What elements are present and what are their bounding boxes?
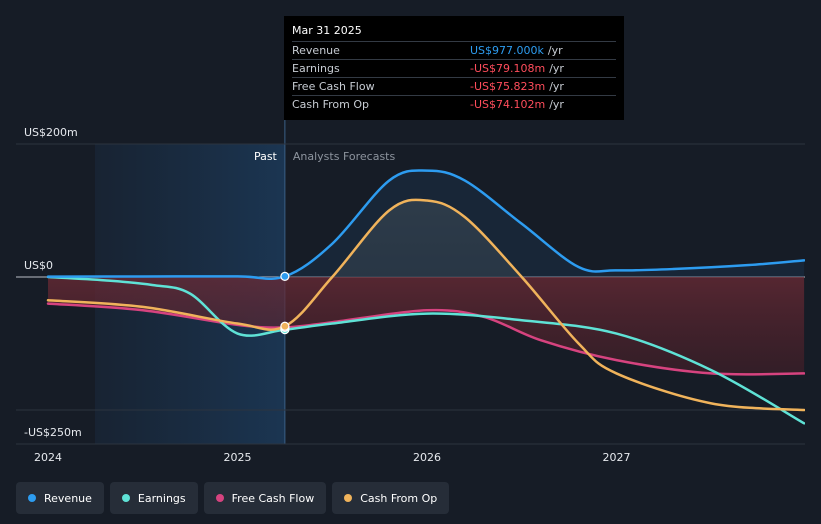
x-tick-label: 2027: [603, 451, 631, 464]
tooltip-value: -US$74.102m: [470, 98, 546, 111]
legend-item-cash-from-op[interactable]: Cash From Op: [332, 482, 450, 514]
y-tick-label: US$200m: [24, 126, 78, 139]
legend-label: Cash From Op: [360, 491, 438, 505]
forecast-label: Analysts Forecasts: [293, 150, 396, 163]
marker-revenue: [280, 271, 290, 281]
tooltip-row-cash-from-op: Cash From Op -US$74.102m /yr: [292, 95, 616, 113]
tooltip-row-earnings: Earnings -US$79.108m /yr: [292, 59, 616, 77]
positive-area: [48, 199, 805, 277]
past-label: Past: [254, 150, 278, 163]
series-line-earnings: [46, 275, 805, 425]
tooltip-unit: /yr: [549, 80, 564, 93]
tooltip: Mar 31 2025 Revenue US$977.000k /yr Earn…: [284, 16, 624, 120]
tooltip-value: -US$75.823m: [470, 80, 546, 93]
tooltip-unit: /yr: [547, 44, 563, 57]
tooltip-value: -US$79.108m: [470, 62, 546, 75]
tooltip-unit: /yr: [549, 62, 564, 75]
earnings-dot-icon: [121, 494, 130, 502]
series-line-revenue: [46, 169, 805, 281]
legend-item-revenue[interactable]: Revenue: [16, 482, 104, 514]
legend-label: Free Cash Flow: [231, 491, 315, 505]
cash-from-op-dot-icon: [344, 494, 353, 502]
tooltip-unit: /yr: [549, 98, 564, 111]
x-tick-label: 2026: [413, 451, 441, 464]
chart-area: US$200m US$0 -US$250m 2024 2025 2026 2027 Past A…: [16, 120, 805, 464]
negative-area: [48, 277, 805, 375]
tooltip-date: Mar 31 2025: [292, 24, 362, 37]
legend-label: Earnings: [137, 491, 186, 505]
series-line-free-cash-flow: [46, 302, 805, 376]
tooltip-label: Cash From Op: [292, 98, 370, 111]
series-line-cash-from-op: [46, 198, 805, 412]
revenue-area: [48, 170, 805, 279]
y-tick-label: US$0: [24, 259, 53, 272]
legend: Revenue Earnings Free Cash Flow Cash Fro…: [16, 482, 450, 514]
legend-label: Revenue: [44, 491, 92, 505]
x-tick-label: 2025: [224, 451, 252, 464]
tooltip-label: Earnings: [292, 62, 340, 75]
legend-item-free-cash-flow[interactable]: Free Cash Flow: [203, 482, 327, 514]
legend-item-earnings[interactable]: Earnings: [109, 482, 198, 514]
tooltip-label: Revenue: [292, 44, 340, 57]
marker-cash-from-op: [280, 321, 290, 331]
tooltip-row-free-cash-flow: Free Cash Flow -US$75.823m /yr: [292, 77, 616, 95]
tooltip-row-revenue: Revenue US$977.000k /yr: [292, 41, 616, 59]
revenue-dot-icon: [28, 494, 36, 502]
tooltip-value: US$977.000k: [470, 44, 544, 57]
x-tick-label: 2024: [34, 451, 62, 464]
free-cash-flow-dot-icon: [215, 494, 224, 502]
y-tick-label: -US$250m: [24, 426, 82, 439]
tooltip-label: Free Cash Flow: [292, 80, 375, 93]
